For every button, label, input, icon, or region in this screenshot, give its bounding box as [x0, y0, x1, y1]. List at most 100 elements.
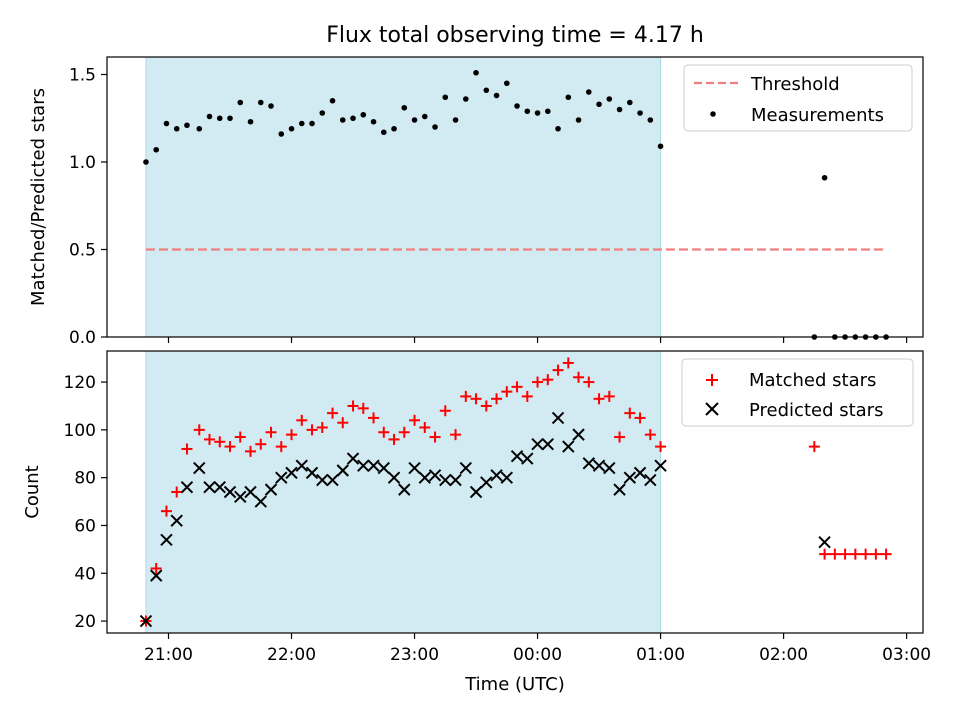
predicted-marker-b — [193, 461, 206, 475]
predicted-marker-b — [418, 471, 431, 484]
measurement-point — [184, 122, 190, 129]
predicted-star-marker — [490, 469, 503, 482]
matched-star-marker — [521, 390, 533, 402]
matched-star-marker — [357, 402, 369, 414]
predicted-star-marker — [305, 466, 319, 480]
predicted-marker-b — [139, 614, 153, 628]
matched-star-marker — [829, 548, 841, 560]
measurement-point — [514, 103, 520, 109]
legend-matched-swatch — [706, 374, 718, 386]
predicted-star-marker — [275, 471, 288, 484]
predicted-marker-b — [644, 473, 657, 487]
matched-star-marker — [552, 364, 564, 376]
measurement-point — [278, 131, 285, 137]
predicted-marker-b — [244, 485, 257, 499]
predicted-marker-b — [562, 440, 575, 453]
matched-star-marker — [501, 386, 513, 398]
predicted-star-marker — [357, 459, 370, 472]
y-tick-label: 100 — [64, 421, 96, 441]
measurement-point — [503, 80, 510, 87]
predicted-marker-b — [387, 471, 401, 484]
predicted-marker-b — [285, 466, 298, 480]
predicted-marker-b — [551, 411, 565, 425]
predicted-stars-points — [139, 411, 831, 628]
predicted-star-marker — [346, 452, 360, 465]
y-tick-label: 20 — [74, 612, 96, 632]
predicted-marker-b — [654, 459, 667, 472]
predicted-star-marker — [149, 569, 163, 582]
predicted-marker-b — [326, 473, 339, 487]
predicted-star-marker — [521, 452, 534, 465]
predicted-star-marker — [234, 490, 247, 503]
matched-star-marker — [224, 441, 236, 453]
predicted-star-marker — [213, 481, 226, 494]
chart-title: Flux total observing time = 4.17 h — [326, 23, 704, 48]
matched-star-marker — [624, 407, 636, 419]
x-tick-label: 23:00 — [390, 645, 439, 665]
x-tick-label: 01:00 — [636, 645, 685, 665]
measurement-point — [339, 117, 346, 123]
measurement-point — [452, 117, 459, 123]
matched-star-marker — [150, 562, 162, 574]
predicted-marker-b — [531, 437, 544, 451]
predicted-marker-b — [521, 452, 534, 465]
measurement-point — [483, 87, 490, 94]
measurement-point — [442, 94, 449, 101]
measurement-point — [227, 115, 233, 122]
matched-star-marker — [409, 414, 421, 426]
predicted-marker-b — [234, 490, 247, 503]
matched-star-marker — [819, 548, 831, 560]
predicted-star-marker — [592, 459, 606, 472]
predicted-marker-b — [408, 461, 421, 475]
measurement-points — [143, 69, 889, 340]
predicted-star-marker — [203, 481, 216, 494]
predicted-star-marker — [170, 514, 183, 527]
predicted-star-marker — [377, 461, 390, 475]
predicted-star-marker — [223, 485, 237, 499]
x-tick-label: 21:00 — [144, 645, 193, 665]
predicted-star-marker — [644, 473, 657, 487]
matched-star-marker — [388, 433, 400, 445]
measurement-point — [493, 92, 500, 99]
y-tick-label: 0.0 — [69, 328, 96, 348]
predicted-marker-b — [490, 469, 503, 482]
matched-star-marker — [245, 445, 257, 457]
predicted-marker-b — [572, 428, 585, 441]
predicted-marker-b — [480, 476, 493, 489]
predicted-marker-b — [203, 481, 216, 494]
matched-star-marker — [542, 374, 554, 386]
top-axes-frame — [106, 56, 924, 338]
predicted-star-marker — [439, 473, 452, 487]
predicted-star-marker — [244, 485, 257, 499]
matched-star-marker — [532, 376, 544, 388]
matched-star-marker — [398, 426, 410, 438]
predicted-star-marker — [582, 457, 596, 470]
predicted-marker-b — [449, 473, 462, 487]
x-tick-label: 02:00 — [759, 645, 808, 665]
predicted-marker-b — [439, 473, 452, 487]
x-axis-label: Time (UTC) — [464, 674, 565, 695]
matched-star-marker — [160, 505, 172, 517]
measurement-point — [247, 118, 254, 125]
measurement-point — [473, 69, 479, 76]
predicted-marker-b — [469, 485, 483, 499]
y-tick-label: 120 — [64, 373, 96, 393]
measurement-point — [596, 101, 602, 108]
measurement-point — [216, 115, 223, 122]
predicted-marker-b — [170, 514, 183, 527]
measurement-point — [206, 113, 213, 120]
matched-star-marker — [562, 357, 574, 369]
top-legend-box — [683, 64, 913, 132]
measurement-point — [647, 117, 654, 123]
top-x-ticks — [167, 337, 908, 343]
matched-star-marker — [808, 441, 820, 453]
x-tick-label: 00:00 — [513, 645, 562, 665]
predicted-star-marker — [572, 428, 585, 441]
matched-star-marker — [234, 431, 246, 443]
measurement-point — [821, 174, 828, 181]
y-tick-label: 40 — [74, 564, 96, 584]
predicted-star-marker — [408, 461, 421, 475]
measurement-point — [329, 97, 336, 104]
matched-star-marker — [347, 400, 359, 412]
